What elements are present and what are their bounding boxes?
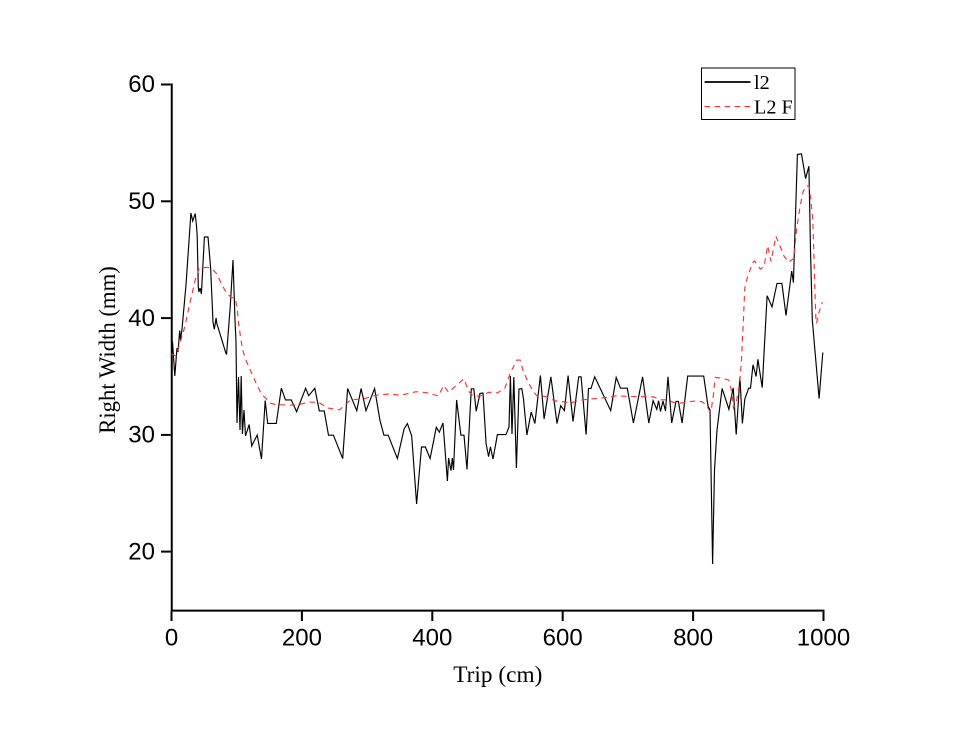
svg-text:200: 200: [282, 624, 322, 651]
svg-text:60: 60: [128, 71, 155, 98]
svg-text:0: 0: [165, 624, 178, 651]
svg-text:800: 800: [673, 624, 713, 651]
svg-text:L2 F: L2 F: [754, 97, 793, 119]
svg-text:30: 30: [128, 422, 155, 449]
svg-text:Right Width (mm): Right Width (mm): [95, 266, 120, 434]
svg-text:1000: 1000: [797, 624, 850, 651]
svg-text:l2: l2: [754, 72, 770, 94]
svg-text:600: 600: [543, 624, 583, 651]
svg-text:Trip (cm): Trip (cm): [453, 662, 542, 688]
svg-text:20: 20: [128, 538, 155, 565]
svg-text:40: 40: [128, 305, 155, 332]
svg-text:50: 50: [128, 188, 155, 215]
svg-text:400: 400: [412, 624, 452, 651]
